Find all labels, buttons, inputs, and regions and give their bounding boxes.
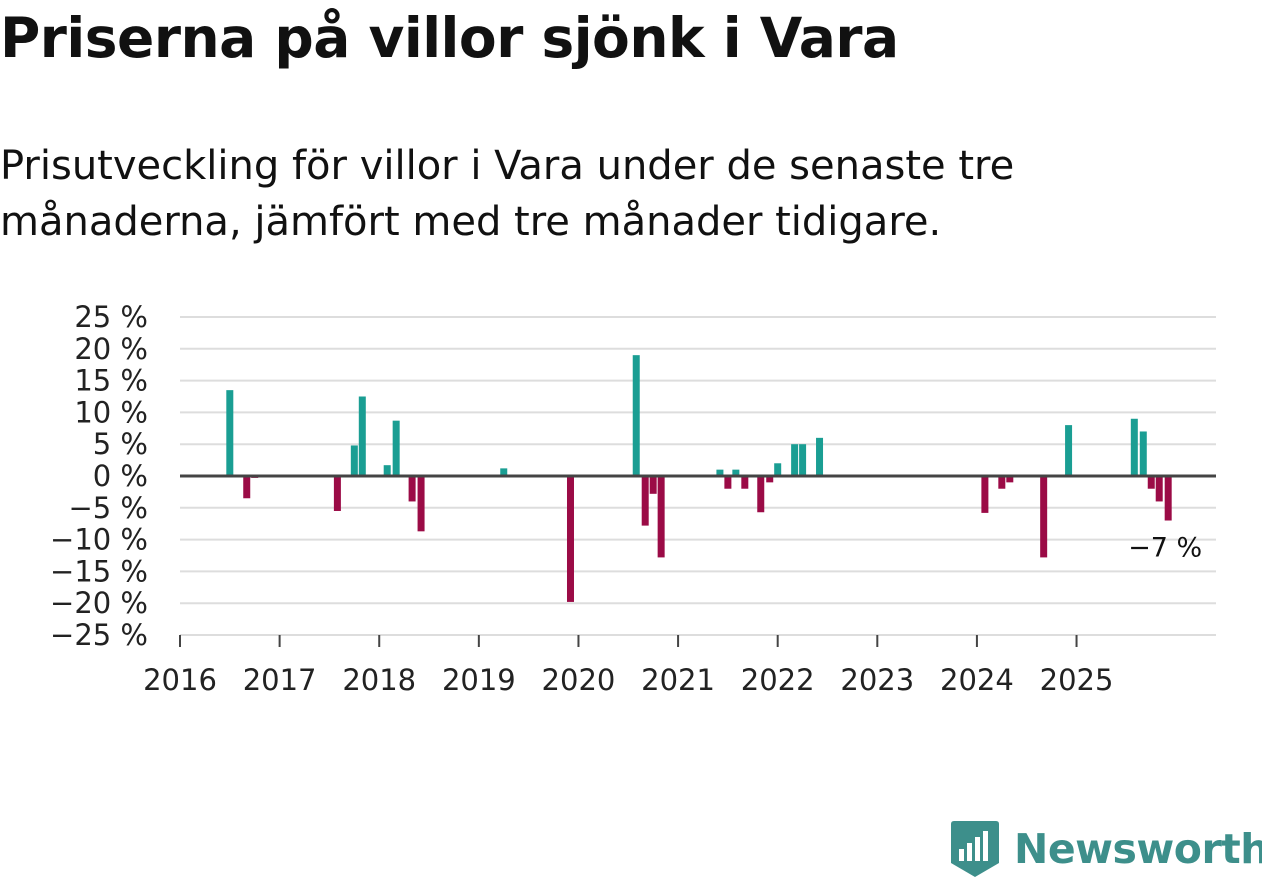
bar (383, 465, 391, 476)
brand-name: Newsworthy (1014, 825, 1262, 873)
bar (358, 396, 366, 476)
y-tick-label: −25 % (50, 618, 148, 652)
x-tick-label: 2021 (641, 663, 715, 697)
y-tick-label: 10 % (74, 395, 148, 429)
y-tick-label: 0 % (93, 459, 148, 493)
bar (408, 476, 416, 502)
x-tick-label: 2019 (442, 663, 516, 697)
bar (716, 469, 724, 476)
bar (1006, 476, 1014, 483)
x-tick-label: 2022 (741, 663, 815, 697)
bar (392, 420, 400, 476)
bar (766, 476, 774, 483)
bar (791, 444, 799, 476)
bar (243, 476, 251, 499)
bar-chart: 25 %20 %15 %10 %5 %0 %−5 %−10 %−15 %−20 … (50, 300, 1216, 697)
bar (799, 444, 807, 476)
y-tick-label: −5 % (68, 491, 148, 525)
y-tick-label: −10 % (50, 523, 148, 557)
brand-logo: Newsworthy (950, 818, 1262, 880)
y-tick-label: 15 % (74, 364, 148, 398)
x-tick-label: 2025 (1040, 663, 1114, 697)
x-tick-label: 2024 (940, 663, 1014, 697)
y-tick-label: −20 % (50, 586, 148, 620)
bar (757, 476, 765, 513)
bar (724, 476, 732, 489)
bar (350, 445, 358, 476)
x-tick-label: 2017 (243, 663, 317, 697)
newsworthy-logo-icon (951, 821, 999, 877)
bar (1130, 418, 1138, 476)
x-tick-label: 2020 (542, 663, 616, 697)
bar (417, 476, 425, 532)
bar (1147, 476, 1155, 489)
y-tick-label: 25 % (74, 300, 148, 334)
axes: 25 %20 %15 %10 %5 %0 %−5 %−10 %−15 %−20 … (50, 300, 1216, 697)
bar (1139, 431, 1147, 476)
bar (566, 476, 574, 602)
bars (226, 355, 1172, 602)
bar (632, 355, 640, 476)
y-tick-label: 20 % (74, 332, 148, 366)
y-tick-label: −15 % (50, 554, 148, 588)
x-tick-label: 2016 (143, 663, 217, 697)
bar (1040, 476, 1048, 558)
chart-title: Priserna på villor sjönk i Vara (0, 6, 899, 70)
bar (657, 476, 665, 558)
last-value-annotation: −7 % (1128, 533, 1202, 564)
x-tick-label: 2023 (840, 663, 914, 697)
bar (816, 437, 824, 476)
bar (333, 476, 341, 511)
bar (741, 476, 749, 489)
bar (649, 476, 657, 494)
bar (500, 468, 508, 476)
y-tick-label: 5 % (93, 427, 148, 461)
chart-subtitle: Prisutveckling för villor i Vara under d… (0, 143, 1015, 245)
x-tick-label: 2018 (342, 663, 416, 697)
bar (981, 476, 989, 513)
bar (1155, 476, 1163, 502)
bar (1164, 476, 1172, 521)
bar (998, 476, 1006, 489)
bar (641, 476, 649, 526)
bar (774, 463, 782, 476)
gridlines (180, 316, 1216, 636)
bar (732, 469, 740, 476)
bar (226, 390, 234, 476)
bar (1065, 425, 1073, 476)
